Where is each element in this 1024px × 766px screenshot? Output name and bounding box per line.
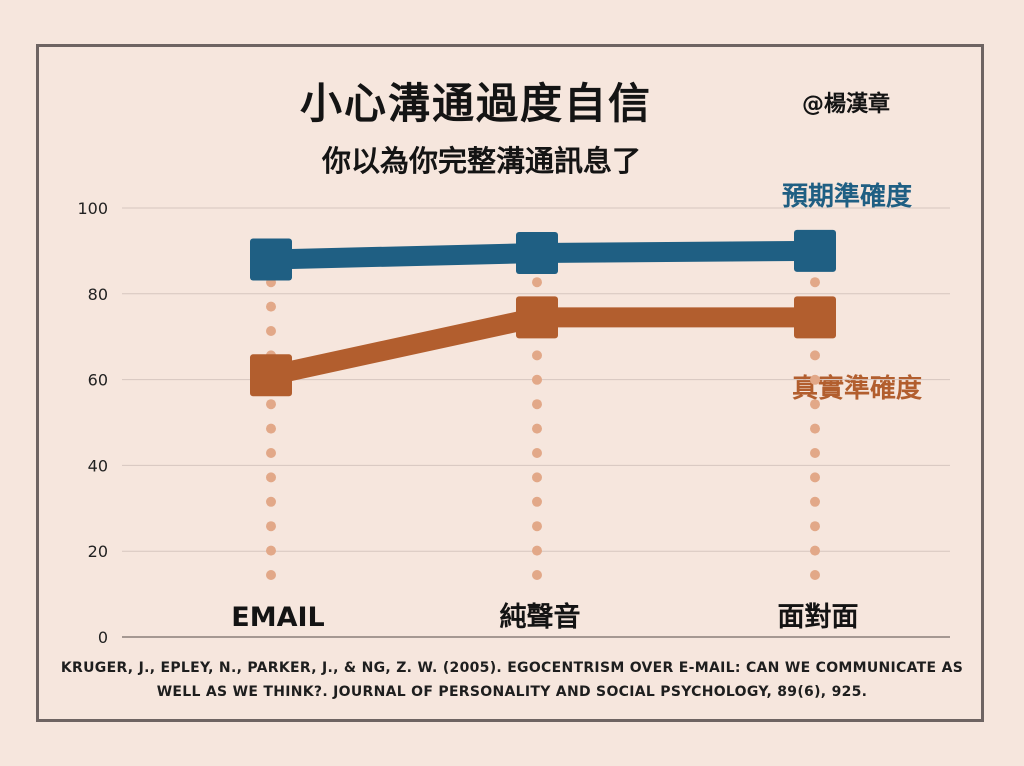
guide-dot <box>532 570 542 580</box>
guide-dot <box>266 423 276 434</box>
guide-dot <box>266 521 276 532</box>
guide-dot <box>532 277 542 288</box>
guide-dot <box>266 472 276 483</box>
guide-dot <box>266 545 276 556</box>
guide-dot <box>532 448 542 458</box>
guide-dot <box>810 448 820 458</box>
guide-dot <box>810 496 820 507</box>
series-label-expected: 預期準確度 <box>782 182 913 212</box>
y-tick-label-80: 80 <box>88 285 108 304</box>
guide-dot <box>266 570 276 580</box>
guide-dot <box>810 277 820 288</box>
guide-dot <box>810 399 820 410</box>
series-1-marker-1 <box>516 296 558 339</box>
guide-dot <box>532 496 542 507</box>
guide-dot <box>266 496 276 507</box>
guide-dot <box>810 472 820 483</box>
guide-dot <box>810 570 820 580</box>
x-category-label-1: 純聲音 <box>500 601 581 633</box>
series-0-marker-0 <box>250 238 292 281</box>
y-tick-label-60: 60 <box>88 371 108 390</box>
y-tick-label-40: 40 <box>88 456 108 475</box>
chart-subtitle: 你以為你完整溝通訊息了 <box>322 144 642 178</box>
series-0-marker-2 <box>794 229 836 272</box>
guide-dot <box>810 521 820 532</box>
guide-dot <box>532 374 542 385</box>
guide-dot <box>532 521 542 532</box>
series-1-marker-2 <box>794 296 836 339</box>
y-tick-label-0: 0 <box>98 628 108 647</box>
guide-dot <box>810 374 820 385</box>
y-tick-label-100: 100 <box>77 199 108 218</box>
guide-dot <box>810 545 820 556</box>
x-category-label-0: EMAIL <box>231 602 324 633</box>
series-0-marker-1 <box>516 232 558 275</box>
x-category-label-2: 面對面 <box>778 602 859 633</box>
guide-dot <box>810 350 820 361</box>
guide-dot <box>266 448 276 458</box>
guide-dot <box>266 326 276 336</box>
guide-dot <box>266 301 276 312</box>
y-tick-label-20: 20 <box>88 542 108 561</box>
guide-dot <box>532 350 542 361</box>
guide-dot <box>532 545 542 556</box>
guide-dot <box>532 399 542 410</box>
author-handle: @楊漢章 <box>802 92 891 117</box>
series-1-marker-0 <box>250 354 292 397</box>
guide-dot <box>266 399 276 410</box>
guide-dot <box>532 423 542 434</box>
chart-title: 小心溝通過度自信 <box>300 79 653 128</box>
citation: KRUGER, J., EPLEY, N., PARKER, J., & NG,… <box>60 660 964 700</box>
chart-frame <box>36 44 984 722</box>
guide-dot <box>810 423 820 434</box>
guide-dot <box>532 472 542 483</box>
